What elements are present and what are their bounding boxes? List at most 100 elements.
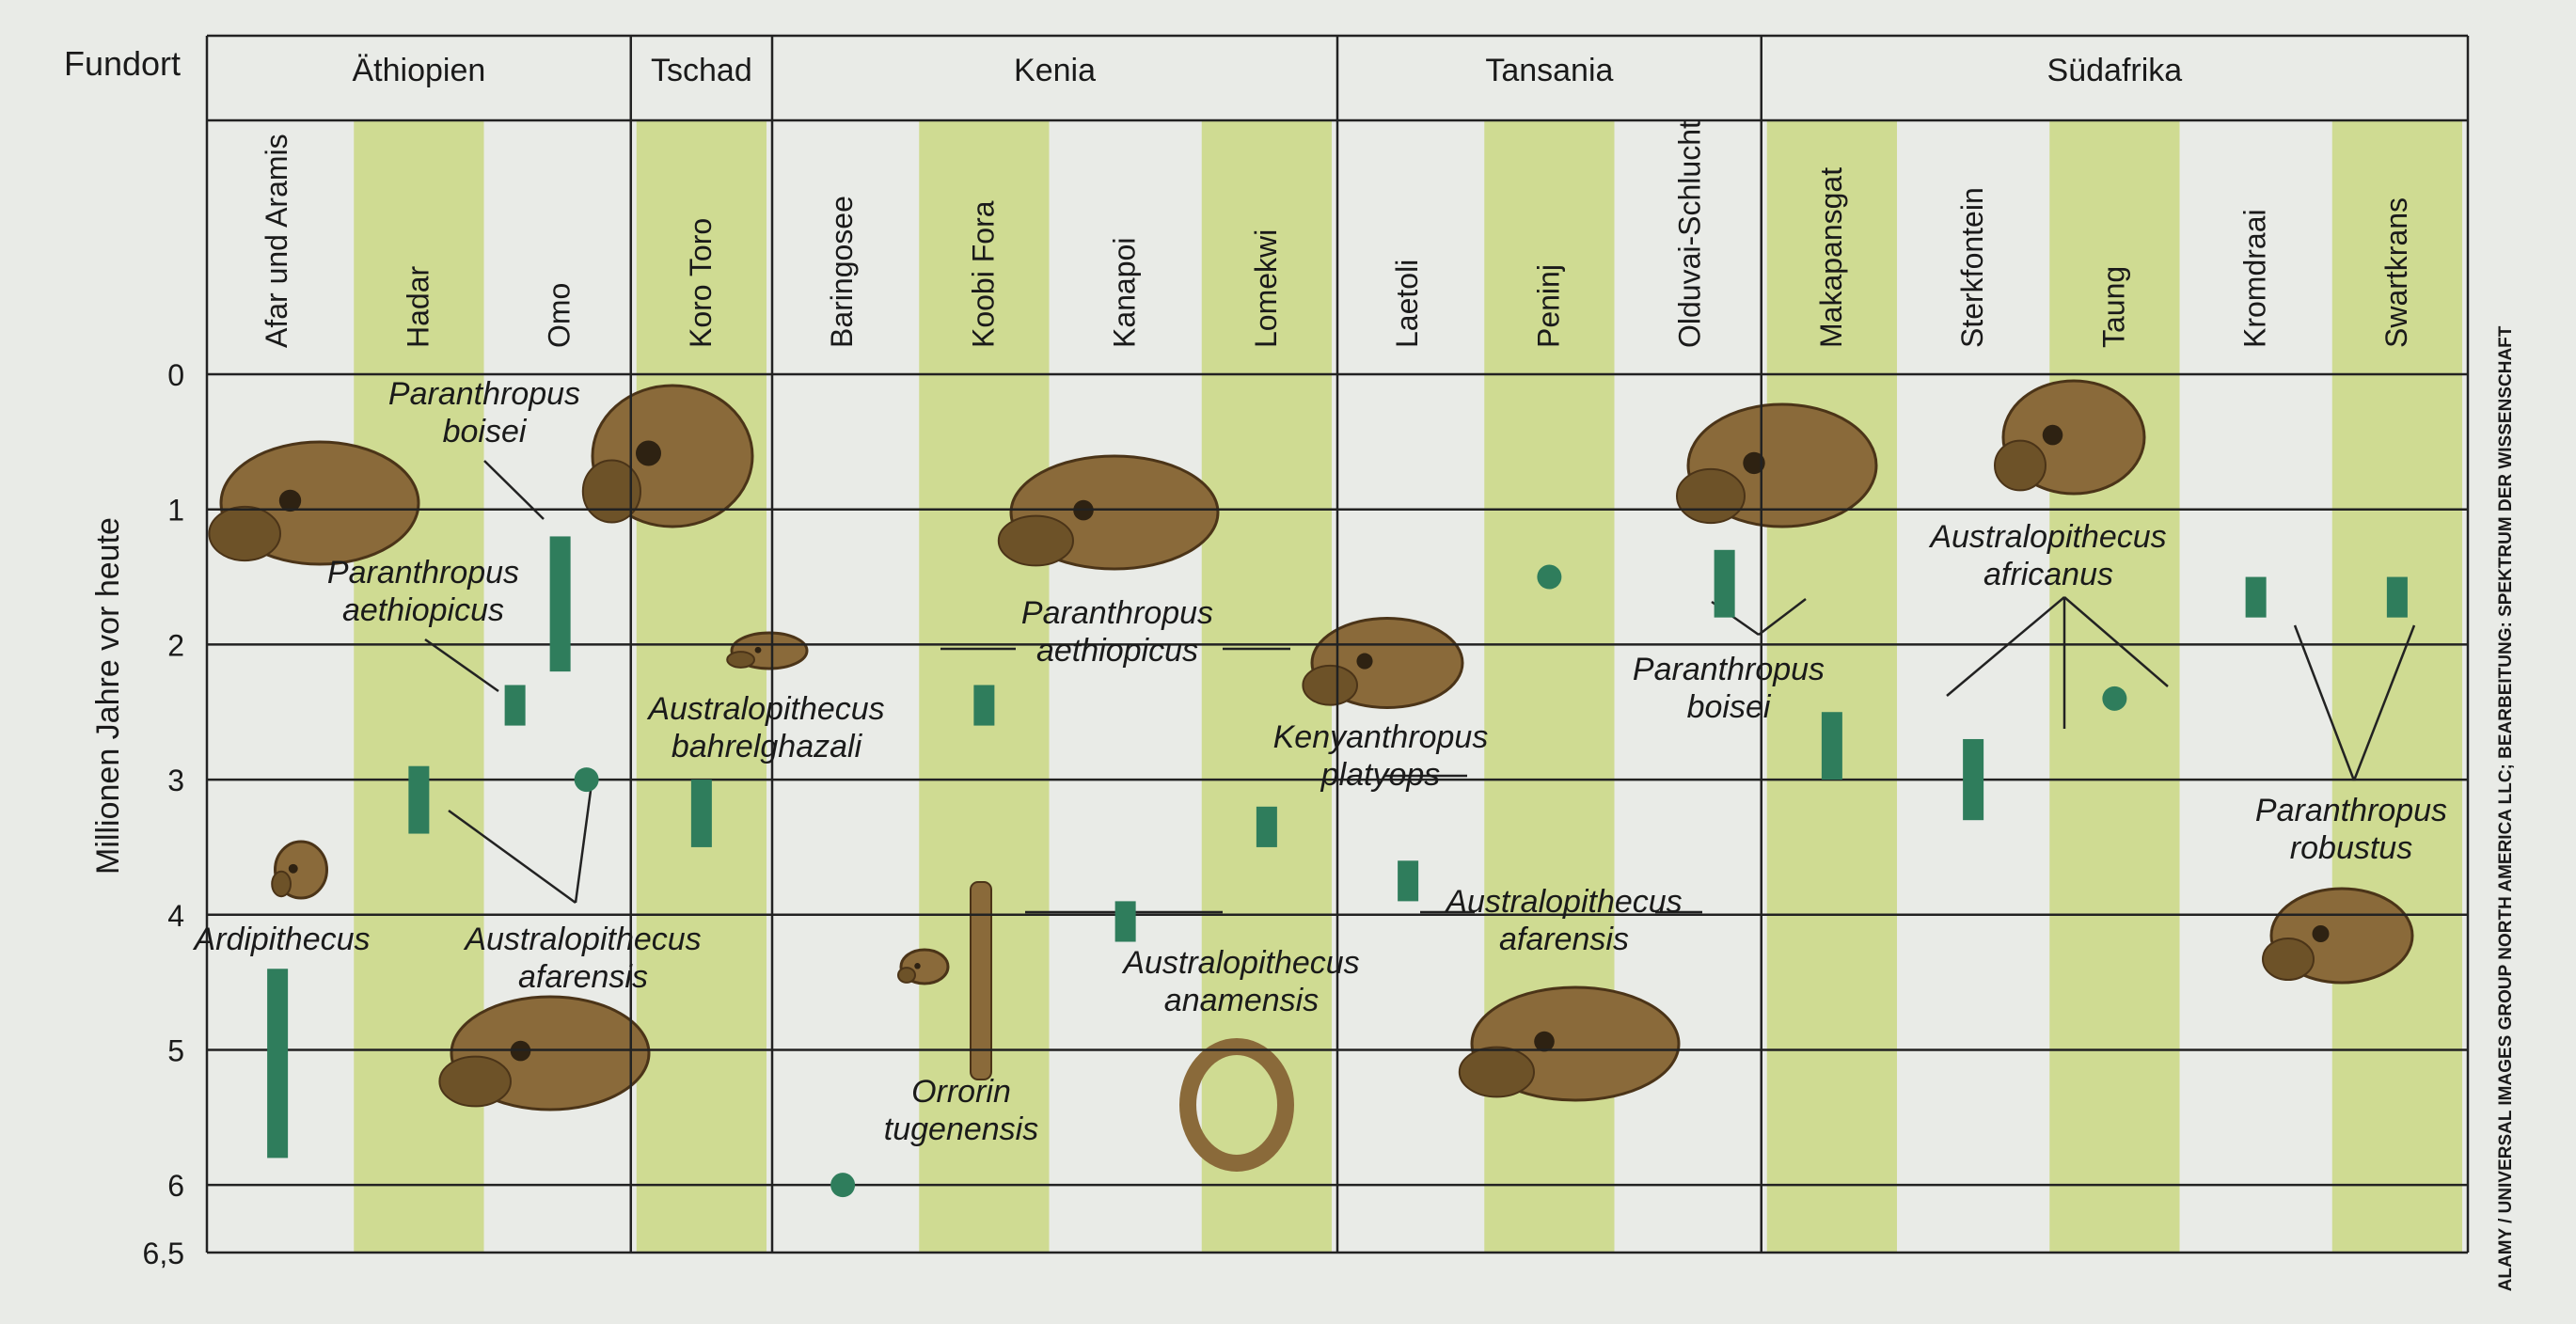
row-header: Fundort — [64, 44, 181, 83]
find-bar-afar-und-aramis-0 — [267, 969, 289, 1158]
site-koobi-fora: Koobi Fora — [966, 200, 1000, 348]
site-lomekwi: Lomekwi — [1249, 229, 1283, 348]
y-tick-6: 6 — [167, 1169, 184, 1203]
skull-afar-orbit — [278, 489, 302, 512]
skull-omo-top-orbit — [636, 440, 661, 466]
find-bar-laetoli-10 — [1398, 860, 1419, 902]
species-label-paranthropus-boisei-5: Paranthropus boisei — [1633, 652, 1825, 725]
site-swartkrans: Swartkrans — [2379, 197, 2413, 348]
country-tschad: Tschad — [651, 53, 752, 88]
site-olduvai-schlucht: Olduvai-Schlucht — [1673, 120, 1707, 348]
find-bar-omo-3 — [504, 685, 526, 726]
find-bar-makapansgat-13 — [1821, 712, 1842, 780]
connector-africanus-taung — [2063, 596, 2169, 687]
y-tick-2: 2 — [167, 628, 184, 662]
site-kromdraai: Kromdraai — [2238, 209, 2272, 348]
find-marks — [267, 536, 2408, 1198]
find-bar-olduvai-schlucht-12 — [1714, 549, 1735, 618]
connector-boisei-omo — [483, 460, 545, 520]
skull-omo-top — [581, 384, 754, 528]
y-axis-label: Millionen Jahre vor heute — [90, 517, 126, 875]
skull-koro-toro-orbit — [754, 646, 762, 654]
find-dot-taung-15 — [2102, 686, 2127, 711]
site-baringosee: Baringosee — [825, 196, 859, 348]
country-tansania: Tansania — [1485, 53, 1613, 88]
species-label-paranthropus-robustus-7: Paranthropus robustus — [2255, 793, 2447, 866]
site-taung: Taung — [2096, 266, 2130, 348]
skull-afar — [208, 440, 420, 566]
skull-olduvai-orbit — [1743, 451, 1765, 475]
skull-sterkfontein-jaw — [1994, 439, 2047, 492]
vertical-gridlines — [205, 36, 2470, 1253]
skull-fragment-baringo-jaw — [897, 967, 916, 984]
mandible-kanapoi — [1179, 1038, 1294, 1172]
find-bar-hadar-1 — [408, 765, 430, 834]
connector-boisei-olduvai — [1758, 598, 1807, 636]
connector-afarensis-hadar — [448, 809, 577, 905]
species-label-ardipithecus-8: Ardipithecus — [192, 922, 370, 957]
skull-lomekwi — [1302, 617, 1464, 709]
fossil-illustrations — [208, 379, 2414, 1172]
find-bar-kromdraai-16 — [2245, 576, 2267, 618]
find-bar-swartkrans-17 — [2386, 576, 2408, 618]
femur-baringo — [970, 881, 992, 1080]
species-label-paranthropus-boisei-0: Paranthropus boisei — [388, 376, 580, 449]
y-tick-4: 4 — [167, 899, 184, 933]
site-band-koro-toro — [636, 120, 766, 1253]
skull-sterkfontein-orbit — [2042, 424, 2063, 446]
species-labels: Paranthropus boisei Paranthropus aethiopicu… — [192, 376, 2447, 1147]
skull-laetoli-orbit — [1534, 1031, 1555, 1052]
species-label-australopithecus-afarensis-9: Australopithecus afarensis — [463, 922, 701, 995]
find-bar-sterkfontein-14 — [1963, 738, 1984, 821]
connector-robustus-kromdraai — [2293, 624, 2356, 781]
skull-fragment-afar-jaw — [271, 870, 292, 898]
site-band-makapansgat — [1766, 120, 1897, 1253]
y-tick-5: 5 — [167, 1033, 184, 1067]
skull-fragment-afar — [271, 840, 328, 900]
skull-omo-bottom-jaw — [438, 1055, 513, 1108]
connector-robustus-swartkrans — [2352, 624, 2416, 781]
skull-omo-top-jaw — [581, 459, 642, 524]
header: Äthiopien Tschad Kenia Tansania Südafrika Afa… — [260, 53, 2413, 348]
skull-laetoli-jaw — [1458, 1046, 1536, 1098]
find-bar-lomekwi-9 — [1256, 806, 1277, 847]
find-bar-koobi-fora-7 — [973, 685, 995, 726]
skull-kromdraai-jaw — [2262, 938, 2315, 981]
skull-kenia-top — [997, 454, 1220, 571]
species-label-kenyanthropus-platyops-4: Kenyanthropus platyops — [1273, 719, 1489, 793]
y-tick-0: 0 — [167, 358, 184, 392]
y-tick-3: 3 — [167, 764, 184, 797]
y-tick-1: 1 — [167, 494, 184, 528]
country-kenia: Kenia — [1014, 53, 1096, 88]
species-label-orrorin-tugenensis-12: Orrorin tugenensis — [884, 1074, 1038, 1147]
connector-aethiopicus-omo — [424, 638, 499, 693]
skull-laetoli — [1458, 985, 1681, 1102]
site-peninj: Peninj — [1531, 264, 1565, 348]
country-athiopien: Äthiopien — [352, 53, 485, 88]
skull-fragment-baringo — [897, 948, 950, 985]
y-axis: 0 1 2 3 4 5 6 6,5 — [143, 358, 184, 1270]
label-connectors — [424, 460, 2416, 914]
skull-kenia-top-jaw — [997, 514, 1075, 567]
species-label-australopithecus-afarensis-11: Australopithecus afarensis — [1444, 884, 1682, 957]
skull-afar-jaw — [208, 505, 282, 562]
site-omo: Omo — [543, 283, 577, 348]
skull-kromdraai — [2262, 887, 2414, 985]
skull-koro-toro-jaw — [726, 651, 755, 669]
y-tick-6-5: 6,5 — [143, 1237, 184, 1270]
site-sterkfontein: Sterkfontein — [1955, 187, 1989, 348]
credit-line: ALAMY / UNIVERSAL IMAGES GROUP NORTH AME… — [2496, 325, 2516, 1291]
find-dot-baringosee-6 — [830, 1173, 856, 1198]
site-afar-und-aramis: Afar und Aramis — [260, 134, 293, 348]
species-label-paranthropus-aethiopicus-1: Paranthropus aethiopicus — [327, 555, 519, 628]
connector-africanus-makapansgat — [1946, 596, 2065, 697]
species-label-australopithecus-bahrelghazali-2: Australopithecus bahrelghazali — [646, 691, 884, 764]
species-label-paranthropus-aethiopicus-3: Paranthropus aethiopicus — [1021, 595, 1213, 669]
skull-omo-bottom — [438, 995, 651, 1111]
site-hadar: Hadar — [401, 266, 435, 349]
site-laetoli: Laetoli — [1390, 260, 1424, 348]
species-label-australopithecus-africanus-6: Australopithecus africanus — [1928, 519, 2166, 592]
skull-fragment-afar-orbit — [288, 863, 298, 874]
skull-koro-toro — [726, 631, 809, 670]
